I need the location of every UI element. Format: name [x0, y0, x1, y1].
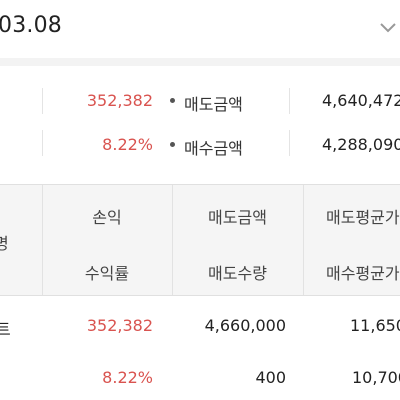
table-header-border [0, 295, 400, 296]
dot-icon [170, 98, 175, 103]
sell-amount-value: 4,640,472 [322, 91, 400, 110]
summary-divider [289, 88, 290, 114]
row-sell-amount: 4,660,000 [204, 316, 286, 335]
section-divider [0, 58, 400, 66]
row-buy-avg: 10,700 [352, 368, 400, 387]
column-header-name: 명 [0, 234, 9, 253]
summary-divider [289, 130, 290, 156]
row-name: 트 [0, 320, 11, 339]
date-text: 03.08 [0, 13, 62, 38]
sell-amount-label: 매도금액 [184, 95, 243, 114]
column-header-profit[interactable]: 손익 [92, 208, 122, 227]
row-rate: 8.22% [102, 368, 153, 387]
column-header-sell-amount[interactable]: 매도금액 [208, 208, 267, 227]
summary-divider [42, 130, 43, 156]
buy-amount-label: 매수금액 [184, 139, 243, 158]
chevron-down-icon[interactable] [378, 17, 398, 37]
column-header-sell-avg[interactable]: 매도평균가 [326, 208, 400, 227]
column-header-buy-avg[interactable]: 매수평균가 [326, 264, 400, 283]
summary-profit: 352,382 [86, 91, 153, 110]
column-header-rate[interactable]: 수익률 [84, 264, 130, 283]
row-sell-avg: 11,650 [350, 316, 400, 335]
table-header [0, 184, 400, 296]
date-selector[interactable] [0, 0, 400, 58]
column-header-sell-qty[interactable]: 매도수량 [208, 264, 267, 283]
row-profit: 352,382 [86, 316, 153, 335]
buy-amount-value: 4,288,090 [322, 135, 400, 154]
summary-divider [42, 88, 43, 114]
column-divider [42, 185, 43, 295]
row-sell-qty: 400 [255, 368, 286, 387]
dot-icon [170, 142, 175, 147]
table-header-border [0, 184, 400, 185]
summary-rate: 8.22% [102, 135, 153, 154]
column-divider [303, 185, 304, 295]
column-divider [172, 185, 173, 295]
